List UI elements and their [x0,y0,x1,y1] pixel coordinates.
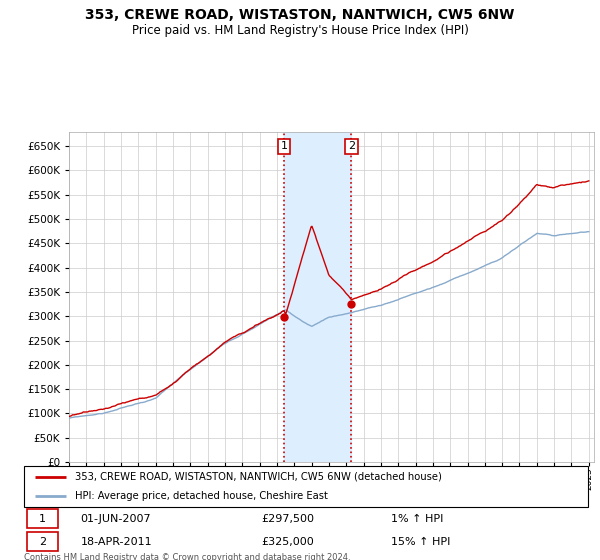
Text: 1: 1 [281,142,287,151]
FancyBboxPatch shape [27,533,58,551]
Text: HPI: Average price, detached house, Cheshire East: HPI: Average price, detached house, Ches… [75,491,328,501]
FancyBboxPatch shape [24,466,588,507]
Text: 2: 2 [347,142,355,151]
Text: 353, CREWE ROAD, WISTASTON, NANTWICH, CW5 6NW: 353, CREWE ROAD, WISTASTON, NANTWICH, CW… [85,8,515,22]
Text: 01-JUN-2007: 01-JUN-2007 [80,514,151,524]
Text: 2: 2 [39,536,46,547]
Text: 353, CREWE ROAD, WISTASTON, NANTWICH, CW5 6NW (detached house): 353, CREWE ROAD, WISTASTON, NANTWICH, CW… [75,472,442,482]
Text: 1% ↑ HPI: 1% ↑ HPI [391,514,443,524]
Text: Price paid vs. HM Land Registry's House Price Index (HPI): Price paid vs. HM Land Registry's House … [131,24,469,36]
Text: 18-APR-2011: 18-APR-2011 [80,536,152,547]
Bar [284,132,351,462]
Text: £325,000: £325,000 [261,536,314,547]
Text: 1: 1 [39,514,46,524]
Text: Contains HM Land Registry data © Crown copyright and database right 2024.
This d: Contains HM Land Registry data © Crown c… [24,553,350,560]
Text: £297,500: £297,500 [261,514,314,524]
Text: 15% ↑ HPI: 15% ↑ HPI [391,536,450,547]
FancyBboxPatch shape [27,510,58,528]
